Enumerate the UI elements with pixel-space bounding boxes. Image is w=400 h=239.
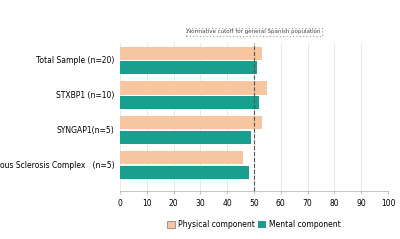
Bar xyxy=(120,47,262,60)
Bar xyxy=(120,151,243,164)
Text: Normative cutoff for general Spanish population: Normative cutoff for general Spanish pop… xyxy=(187,29,321,34)
Bar xyxy=(120,166,249,179)
Bar xyxy=(120,61,257,74)
Legend: Physical component, Mental component: Physical component, Mental component xyxy=(164,217,344,232)
Bar xyxy=(120,96,259,109)
Bar xyxy=(120,81,267,95)
Bar xyxy=(120,116,262,130)
Bar xyxy=(120,131,251,144)
